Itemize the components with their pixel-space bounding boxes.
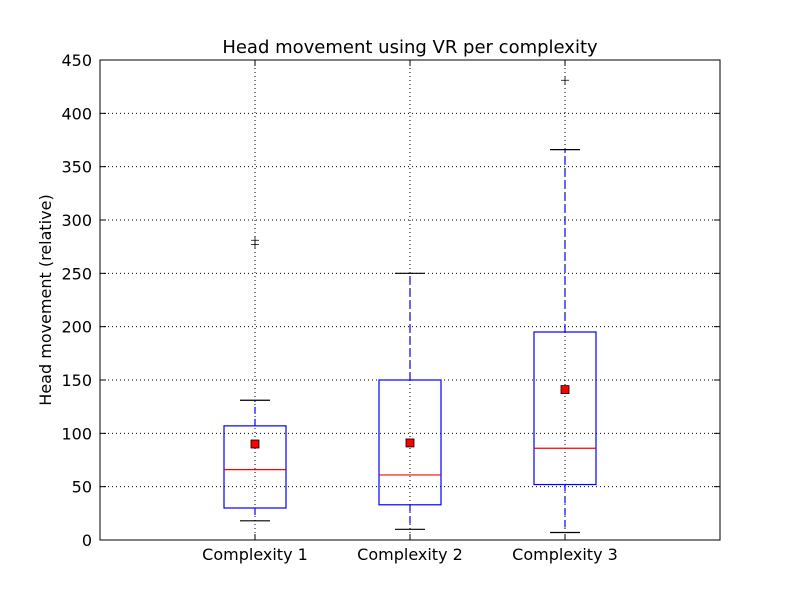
y-tick-label: 300	[61, 211, 92, 230]
y-tick-label: 100	[61, 424, 92, 443]
outlier-point	[251, 236, 259, 245]
x-tick-label: Complexity 3	[512, 545, 618, 564]
x-axis: Complexity 1 Complexity 2 Complexity 3	[202, 60, 618, 564]
box-2	[378, 272, 442, 530]
y-tick-label: 250	[61, 264, 92, 283]
mean-marker	[250, 439, 260, 449]
outlier-point	[561, 76, 569, 85]
y-axis-label: Head movement (relative)	[36, 194, 55, 405]
y-tick-label: 150	[61, 371, 92, 390]
x-tick-label: Complexity 2	[357, 545, 463, 564]
mean-marker	[560, 385, 570, 395]
box-body	[378, 379, 442, 506]
plot-frame	[99, 59, 721, 541]
y-tick-label: 400	[61, 104, 92, 123]
y-tick-label: 0	[82, 531, 92, 550]
x-tick-label: Complexity 1	[202, 545, 308, 564]
box-1	[223, 236, 287, 522]
y-tick-label: 350	[61, 158, 92, 177]
box-body	[223, 425, 287, 509]
boxes-group	[223, 76, 597, 534]
box-3	[533, 76, 597, 534]
box-body	[533, 331, 597, 486]
y-tick-label: 450	[61, 51, 92, 70]
y-tick-label: 200	[61, 318, 92, 337]
grid-lines	[100, 59, 720, 541]
y-tick-label: 50	[72, 478, 92, 497]
mean-marker	[405, 438, 415, 448]
y-axis: 0 50 100 150 200 250 300 350 400 450	[61, 51, 720, 550]
chart-title: Head movement using VR per complexity	[222, 37, 598, 58]
